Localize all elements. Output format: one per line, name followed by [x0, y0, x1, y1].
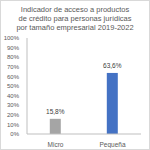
svg-text:90%: 90% — [8, 45, 20, 51]
svg-text:30%: 30% — [8, 102, 20, 108]
svg-text:Micro: Micro — [48, 141, 64, 148]
svg-text:10%: 10% — [8, 122, 20, 128]
svg-text:Pequeña: Pequeña — [99, 141, 125, 148]
svg-text:40%: 40% — [8, 93, 20, 99]
svg-text:63,6%: 63,6% — [103, 62, 122, 69]
svg-text:70%: 70% — [8, 64, 20, 70]
svg-text:80%: 80% — [8, 54, 20, 60]
svg-text:20%: 20% — [8, 112, 20, 118]
svg-text:100%: 100% — [8, 35, 20, 41]
svg-text:15,8%: 15,8% — [46, 108, 65, 115]
html-text:Indicador de acceso a producto: Indicador de acceso a productos de crédi… — [16, 5, 134, 32]
svg-text:60%: 60% — [8, 74, 20, 80]
svg-text:50%: 50% — [8, 83, 20, 89]
svg-text:0%: 0% — [10, 131, 19, 137]
